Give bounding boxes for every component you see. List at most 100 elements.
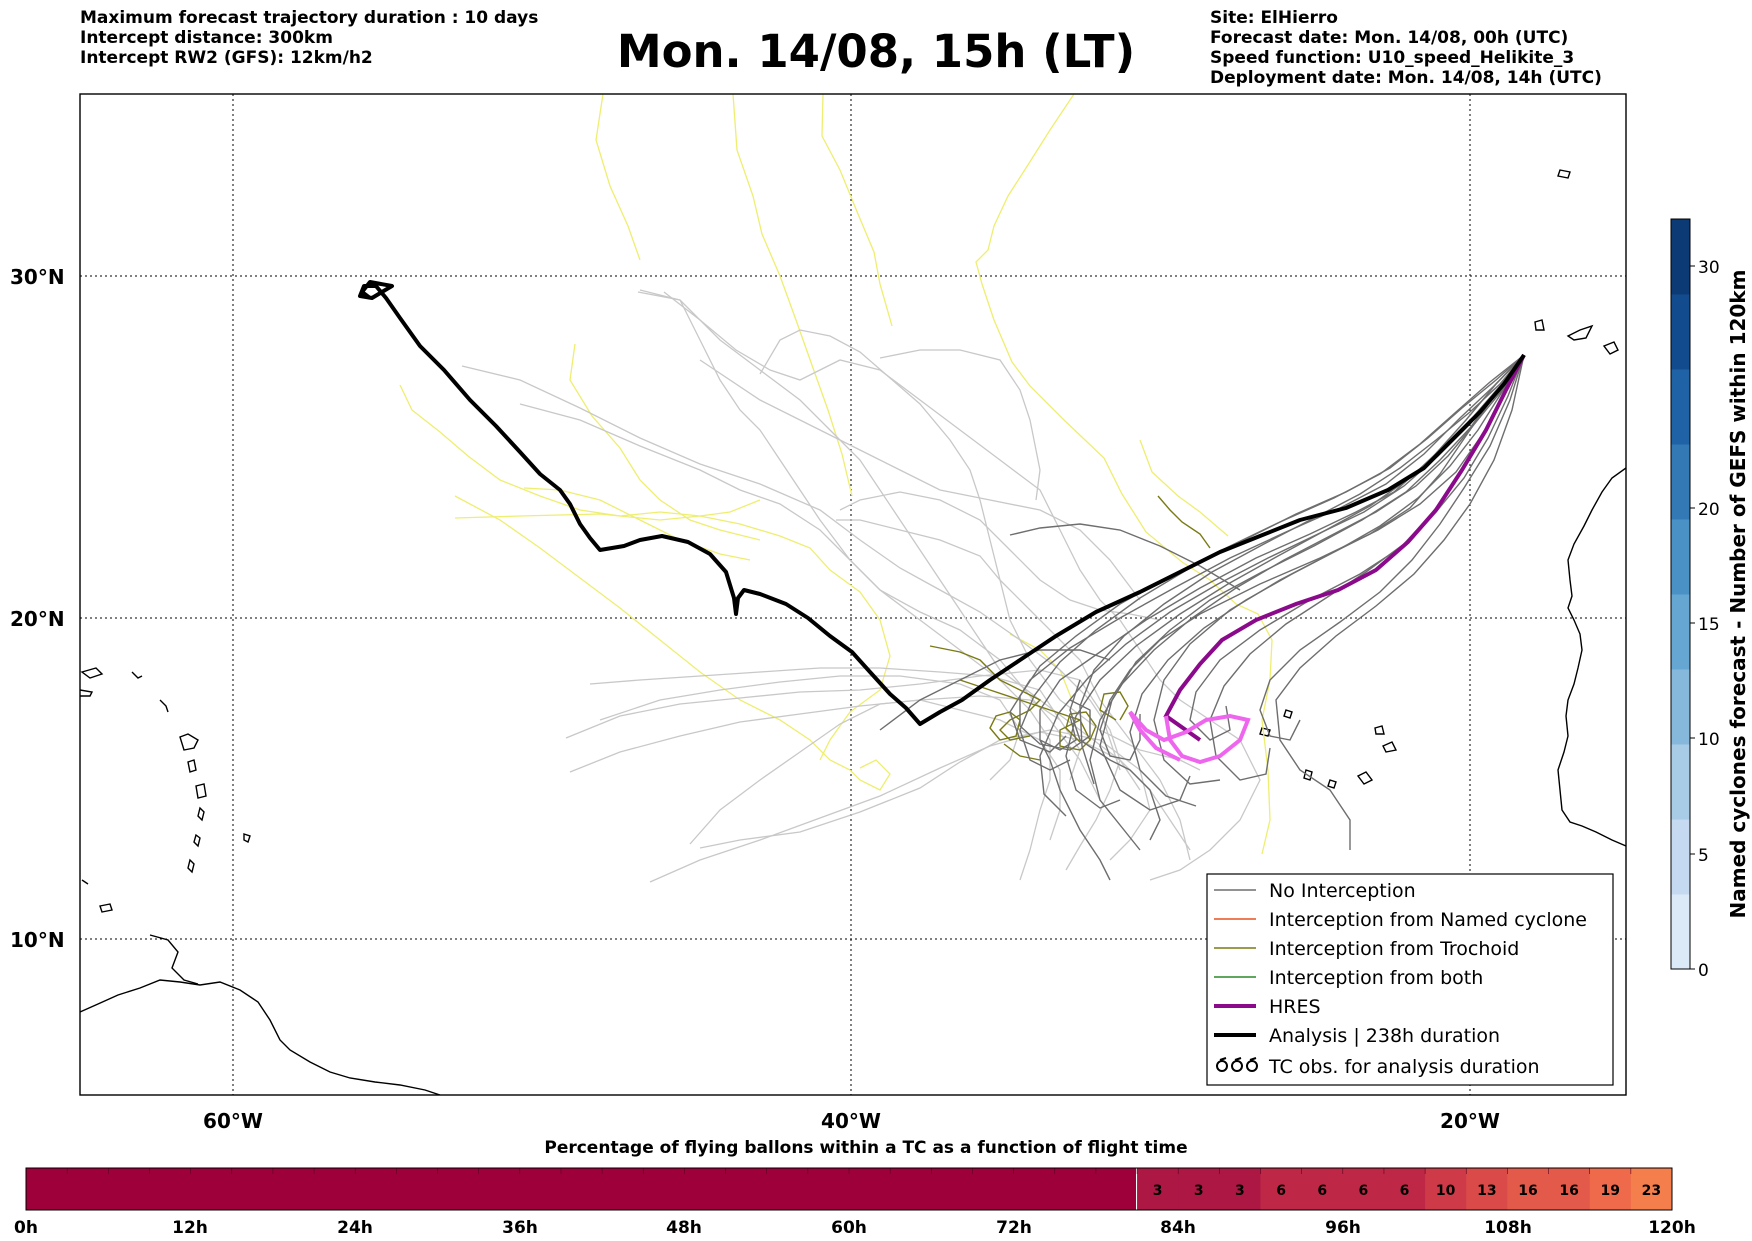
legend-label: Analysis | 238h duration [1269,1025,1500,1047]
colorbar-bottom-dividers [25,1168,1632,1174]
colorbar-bottom-hour-label: 36h [502,1218,538,1238]
island-curacao [81,879,89,885]
colorbar-bottom-cell-value: 6 [1400,1183,1410,1199]
no-interception-track [1009,354,1525,753]
colorbar-bottom-cell [1137,1168,1179,1210]
colorbar-bottom-cell [1507,1168,1550,1210]
colorbar-bottom-hour-label: 60h [831,1218,867,1238]
legend-label: TC obs. for analysis duration [1268,1056,1540,1078]
no-interception-track [879,649,1111,731]
colorbar-bottom-cell [1425,1168,1467,1210]
colorbar-bottom-cell-value: 23 [1642,1183,1661,1199]
island-lesser-antilles-7 [193,833,201,848]
colorbar-bottom-hour-label: 24h [337,1218,373,1238]
lat-label-30n: 30°N [10,265,65,289]
colorbar-right-band [1671,669,1690,745]
island-cape-verde-4 [1327,779,1337,789]
colorbar-bottom-cell-value: 16 [1518,1183,1537,1199]
colorbar-right-tick-label: 5 [1698,846,1709,866]
island-madeira [1557,169,1571,179]
colorbar-right-frame [1670,218,1691,970]
legend: No Interception Interception from Named … [1206,873,1614,1086]
no-interception-track [1209,354,1525,781]
yellow-track [569,343,761,541]
no-interception-track [1039,739,1111,881]
colorbar-bottom-frame [25,1167,1673,1211]
header-info-left: Maximum forecast trajectory duration : 1… [80,8,538,68]
trochoid-track [1099,691,1129,721]
colorbar-bottom-hour-label: 12h [172,1218,208,1238]
island-cape-verde-3 [1356,771,1374,785]
page-title: Mon. 14/08, 15h (LT) [616,25,1136,78]
no-interception-track [1129,354,1525,807]
colorbar-right-band [1671,519,1690,595]
map-frame [79,93,1627,1096]
light-member-track [839,491,1161,621]
legend-label: No Interception [1269,880,1416,902]
colorbar-bottom-cell [1301,1168,1344,1210]
yellow-tracks [399,94,1273,855]
island-lesser-antilles-5 [195,783,207,799]
lon-label-60w: 60°W [203,1109,263,1133]
yellow-track [821,94,893,327]
colorbar-right-band [1671,744,1690,820]
colorbar-right-band [1671,219,1690,295]
lat-label-20n: 20°N [10,607,65,631]
light-member-track [637,291,1191,851]
colorbar-right-tick-label: 30 [1698,258,1720,278]
no-interception-track [1069,679,1161,841]
header-right-line: Forecast date: Mon. 14/08, 00h (UTC) [1210,28,1569,48]
colorbar-bottom-cell-value: 3 [1153,1183,1163,1199]
yellow-track [595,94,641,261]
light-member-track [599,675,1021,781]
colorbar-bottom-cell [1630,1168,1673,1210]
colorbar-bottom-cell [1466,1168,1508,1210]
colorbar-bottom-cells: 3 3 3 6 6 6 6 10 13 16 16 19 23 [1137,1168,1673,1210]
island-lesser-antilles-1 [131,671,143,679]
no-interception-track [1099,354,1525,761]
legend-label: Interception from Trochoid [1269,938,1519,960]
coastlines [80,169,1626,1095]
yellow-track [732,94,853,497]
light-member-track [663,291,1261,881]
colorbar-bottom-hour-label: 48h [666,1218,702,1238]
trochoid-track [929,645,1042,741]
lon-label-40w: 40°W [821,1109,881,1133]
island-lesser-antilles-2 [159,699,169,713]
map-plot-area [80,94,1626,1095]
colorbar-right-tick-label: 20 [1698,500,1720,520]
hres-track-end [1128,710,1251,765]
colorbar-bottom-cell [1260,1168,1303,1210]
analysis-track [358,280,1526,726]
colorbar-bottom-cell-value: 10 [1436,1183,1456,1199]
colorbar-bottom-cell-value: 3 [1194,1183,1204,1199]
colorbar-bottom-cell-value: 6 [1276,1183,1286,1199]
header-right-line: Site: ElHierro [1210,8,1338,28]
light-member-track [461,365,1121,871]
no-interception-track [1039,354,1525,751]
colorbar-bottom-cell [1219,1168,1261,1210]
colorbar-bottom-cell [1178,1168,1220,1210]
island-puerto-rico [80,667,104,679]
legend-label: HRES [1269,996,1321,1018]
header-left-line: Maximum forecast trajectory duration : 1… [80,8,539,28]
colorbar-right-band [1671,594,1690,670]
island-tobago [99,903,113,913]
island-cape-verde-6 [1283,709,1293,719]
legend-label: Interception from Named cyclone [1269,909,1587,931]
colorbar-right-band [1671,819,1690,895]
colorbar-bottom-title: Percentage of flying ballons within a TC… [544,1138,1187,1158]
colorbar-bottom-hour-label: 120h [1648,1218,1696,1238]
island-cape-verde-1 [1374,725,1385,735]
colorbar-bottom-cell-value: 3 [1235,1183,1245,1199]
light-member-track [879,349,1041,501]
island-lesser-antilles-8 [187,858,195,874]
coastline-africa [1557,467,1626,847]
coastline-south-america [80,979,441,1095]
light-member-track [759,329,1201,771]
light-member-track [639,289,1101,801]
colorbar-bottom-cell-value: 19 [1601,1183,1620,1199]
tc-symbol-icon [1216,1057,1258,1072]
light-member-track [589,667,1061,721]
